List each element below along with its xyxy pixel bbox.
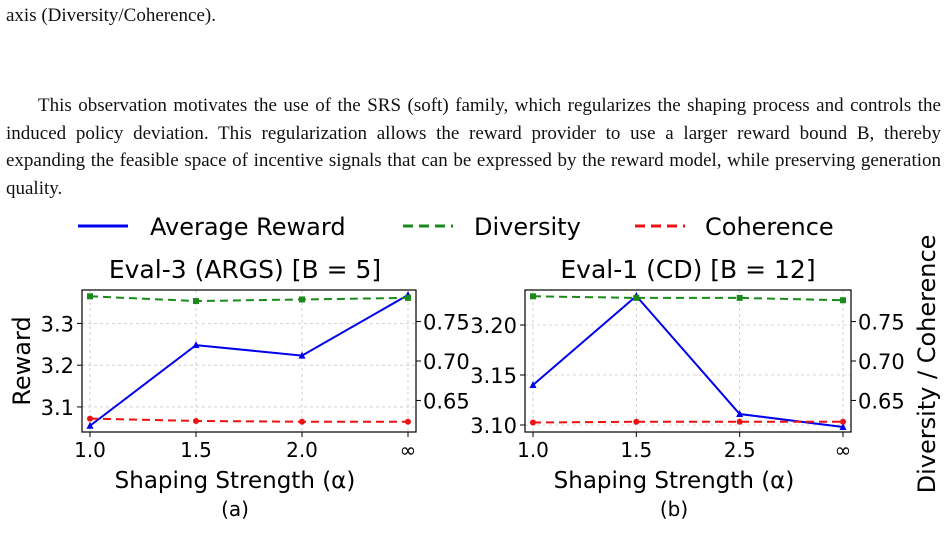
x-tick-label: 2.5 <box>724 438 756 462</box>
series-line <box>532 294 844 428</box>
chart-a: 3.1 3.2 3.3 0.65 0.70 0.75 1.0 1.5 2.0 ∞ Eval-3 (A… <box>8 255 470 521</box>
data-point <box>298 351 306 359</box>
data-point <box>736 294 743 301</box>
x-axis-label: Shaping Strength (α) <box>115 468 356 494</box>
x-tick-label: ∞ <box>400 438 417 462</box>
legend-coherence-label: Coherence <box>705 213 834 241</box>
y2-tick-label: 0.65 <box>423 389 470 413</box>
legend: Average Reward Diversity Coherence <box>78 213 834 241</box>
y-tick-label: 3.1 <box>41 396 74 420</box>
subfigure-label: (a) <box>221 497 249 521</box>
y2-tick-label: 0.75 <box>423 311 470 335</box>
data-point <box>530 419 536 426</box>
subfigure-label: (b) <box>660 497 688 521</box>
data-point <box>529 381 537 388</box>
data-point <box>86 421 94 429</box>
series-line <box>89 417 408 423</box>
data-point <box>736 418 743 425</box>
data-point <box>193 417 199 424</box>
figure: Average Reward Diversity Coherence 3.13.… <box>8 213 941 521</box>
data-point <box>839 423 847 430</box>
chart-title: Eval-3 (ARGS) [B = 5] <box>109 255 381 284</box>
data-point <box>633 294 640 301</box>
data-point <box>87 415 93 422</box>
series-line <box>532 420 843 424</box>
data-point <box>405 418 411 425</box>
series-line <box>89 295 409 303</box>
y-axis-label: Reward <box>8 316 36 405</box>
y2-tick-label: 0.65 <box>858 389 905 413</box>
chart-b: 3.10 3.15 3.20 0.65 0.70 0.75 1.0 1.5 2.5 ∞ Eval-1… <box>470 255 905 521</box>
legend-reward-label: Average Reward <box>150 213 346 241</box>
x-tick-label: 2.0 <box>286 438 318 462</box>
y-tick-label: 3.15 <box>470 364 517 388</box>
data-point <box>530 293 536 300</box>
y-tick-label: 3.2 <box>41 354 74 378</box>
body-paragraph: This observation motivates the use of th… <box>6 95 941 199</box>
y2-tick-label: 0.75 <box>858 311 905 335</box>
x-tick-label: 1.5 <box>620 438 652 462</box>
x-tick-label: 1.0 <box>517 438 549 462</box>
data-point <box>193 298 199 305</box>
data-point <box>840 418 846 425</box>
x-tick-label: ∞ <box>835 438 852 462</box>
data-point <box>299 296 305 303</box>
x-tick-label: 1.5 <box>180 438 212 462</box>
x-tick-label: 1.0 <box>74 438 106 462</box>
series-line <box>89 294 409 427</box>
y-tick-label: 3.10 <box>470 414 517 438</box>
plot-frame <box>81 289 417 433</box>
data-point <box>192 341 200 349</box>
data-point <box>736 410 744 417</box>
y2-tick-label: 0.70 <box>423 350 470 374</box>
paragraph-fragment: axis (Diversity/Coherence). <box>6 5 216 26</box>
y2-tick-label: 0.70 <box>858 350 905 374</box>
chart-title: Eval-1 (CD) [B = 12] <box>560 255 815 284</box>
y-tick-label: 3.20 <box>470 314 517 338</box>
right-axis-label: Diversity / Coherence <box>913 235 941 494</box>
series-line <box>532 295 844 302</box>
data-point <box>633 418 640 425</box>
y-tick-label: 3.3 <box>41 312 74 336</box>
data-point <box>87 293 93 300</box>
x-axis-label: Shaping Strength (α) <box>554 468 795 494</box>
plot-frame <box>524 289 852 433</box>
legend-diversity-label: Diversity <box>474 213 581 241</box>
data-point <box>299 418 305 425</box>
data-point <box>840 297 846 304</box>
data-point <box>405 294 411 301</box>
